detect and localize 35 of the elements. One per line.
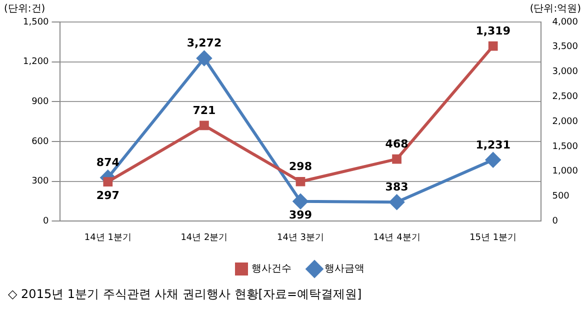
data-label: 1,231 [476,138,510,152]
data-label: 721 [192,104,216,117]
y-tick-label: 900 [32,97,50,108]
y2-tick-label: 1,000 [552,166,578,177]
data-label: 298 [289,160,312,173]
data-label: 1,319 [476,24,510,38]
y-tick-label: 300 [32,176,50,187]
y-tick-label: 1,200 [23,57,50,68]
text: ◇ 2015년 1분기 주식관련 사채 권리행사 현황[자료=예탁결제원] [7,286,363,303]
y2-tick-label: 4,000 [552,17,578,28]
y2-axis-title: (단위:억원) [530,4,582,15]
x-tick-label: 14년 3분기 [276,232,324,243]
data-label: 297 [96,189,120,202]
y2-tick-label: 1,500 [552,142,578,152]
y2-tick-label: 2,000 [552,116,578,127]
y2-tick-label: 2,500 [552,92,578,102]
y2-tick-label: 3,500 [552,42,578,52]
x-tick-label: 14년 4분기 [373,232,420,243]
y-axis-title: (단위:건) [4,4,46,15]
legend-label: 행사건수 [252,264,292,275]
data-label: 3,272 [186,36,222,50]
y-tick-label: 0 [43,216,50,227]
legend-label: 행사금액 [324,264,364,275]
data-label: 399 [289,208,312,222]
data-label: 468 [385,137,408,150]
y2-tick-label: 0 [552,216,558,227]
x-tick-label: 14년 2분기 [180,232,228,243]
y-tick-label: 600 [32,136,50,147]
y2-tick-label: 500 [552,192,570,202]
y-tick-label: 1,500 [23,17,50,28]
x-tick-label: 15년 1분기 [470,232,517,243]
data-label: 874 [96,156,120,170]
x-tick-label: 14년 1분기 [84,232,132,243]
data-label: 383 [385,180,408,194]
y2-tick-label: 3,000 [552,67,578,78]
